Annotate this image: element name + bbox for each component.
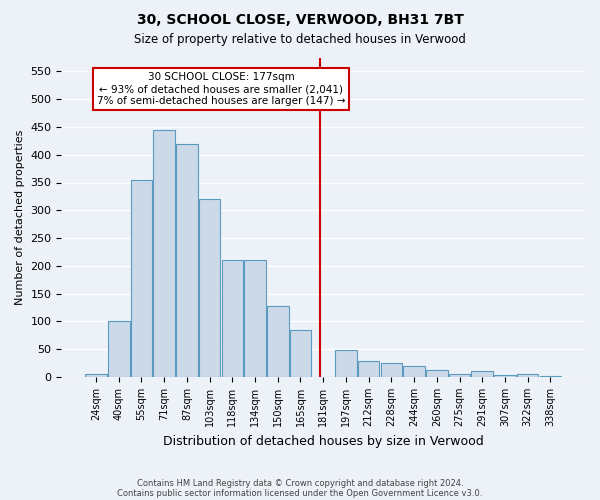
X-axis label: Distribution of detached houses by size in Verwood: Distribution of detached houses by size …: [163, 434, 484, 448]
Text: Size of property relative to detached houses in Verwood: Size of property relative to detached ho…: [134, 32, 466, 46]
Y-axis label: Number of detached properties: Number of detached properties: [15, 130, 25, 305]
Text: Contains HM Land Registry data © Crown copyright and database right 2024.: Contains HM Land Registry data © Crown c…: [137, 478, 463, 488]
Bar: [335, 350, 357, 377]
Bar: [199, 199, 220, 377]
Bar: [449, 374, 470, 377]
Bar: [358, 362, 379, 377]
Text: 30 SCHOOL CLOSE: 177sqm
← 93% of detached houses are smaller (2,041)
7% of semi-: 30 SCHOOL CLOSE: 177sqm ← 93% of detache…: [97, 72, 345, 106]
Bar: [426, 370, 448, 377]
Text: Contains public sector information licensed under the Open Government Licence v3: Contains public sector information licen…: [118, 488, 482, 498]
Bar: [517, 374, 538, 377]
Bar: [290, 330, 311, 377]
Bar: [244, 260, 266, 377]
Bar: [267, 306, 289, 377]
Bar: [176, 144, 197, 377]
Bar: [494, 376, 516, 377]
Text: 30, SCHOOL CLOSE, VERWOOD, BH31 7BT: 30, SCHOOL CLOSE, VERWOOD, BH31 7BT: [137, 12, 463, 26]
Bar: [472, 372, 493, 377]
Bar: [154, 130, 175, 377]
Bar: [403, 366, 425, 377]
Bar: [131, 180, 152, 377]
Bar: [539, 376, 561, 377]
Bar: [380, 363, 402, 377]
Bar: [221, 260, 243, 377]
Bar: [108, 322, 130, 377]
Bar: [85, 374, 107, 377]
